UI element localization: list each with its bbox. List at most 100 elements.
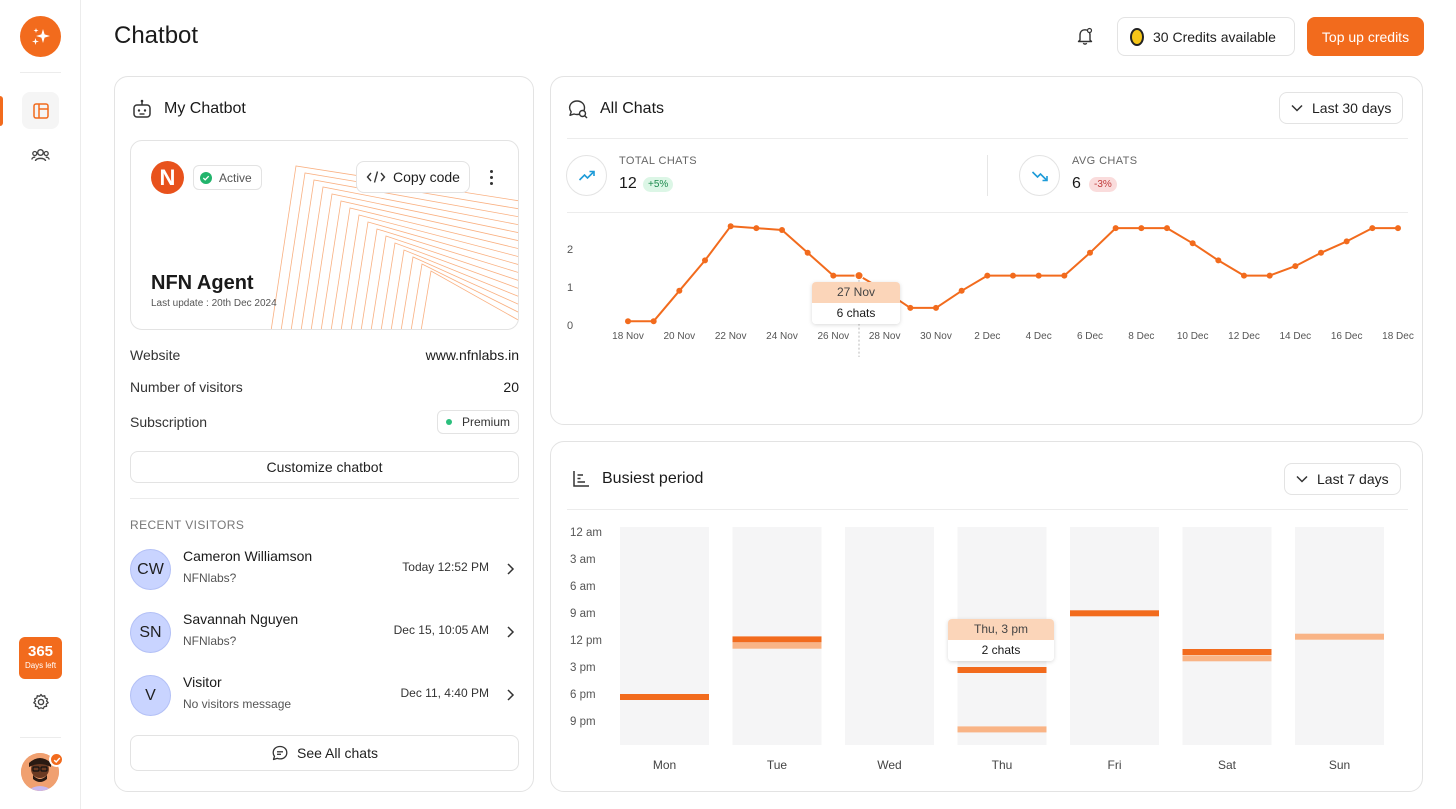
- website-value[interactable]: www.nfnlabs.in: [425, 347, 519, 363]
- data-point[interactable]: [1035, 272, 1042, 279]
- data-point[interactable]: [753, 225, 760, 232]
- data-point[interactable]: [804, 249, 811, 256]
- busy-slot[interactable]: [732, 642, 822, 649]
- data-point[interactable]: [1061, 272, 1068, 279]
- day-label: Fri: [1108, 758, 1122, 772]
- avg-chats-delta: -3%: [1089, 177, 1117, 192]
- day-column: [1070, 527, 1159, 745]
- see-all-chats-label: See All chats: [297, 745, 378, 761]
- notification-bell-icon[interactable]: [1074, 25, 1096, 47]
- subscription-label: Subscription: [130, 414, 208, 430]
- y-tick-label: 0: [567, 320, 573, 332]
- heatmap-tooltip: Thu, 3 pm 2 chats: [948, 619, 1054, 661]
- busy-slot[interactable]: [1295, 633, 1384, 640]
- data-point[interactable]: [1138, 225, 1145, 232]
- nav-dashboard[interactable]: [22, 92, 59, 129]
- data-point[interactable]: [625, 318, 631, 325]
- busy-slot[interactable]: [1182, 649, 1272, 655]
- data-point[interactable]: [1318, 249, 1324, 256]
- agent-hero-card: N Active Copy code NFN Agent Last update…: [130, 140, 519, 330]
- visitor-row[interactable]: CW Cameron Williamson NFNlabs? Today 12:…: [130, 548, 519, 590]
- visitor-name: Savannah Nguyen: [183, 611, 299, 627]
- hour-label: 12 am: [570, 527, 602, 539]
- sparkle-logo-icon[interactable]: [20, 16, 61, 57]
- robot-icon: [133, 99, 151, 118]
- trend-up-icon: [566, 155, 607, 196]
- busy-slot[interactable]: [620, 694, 709, 700]
- sidebar-divider: [20, 737, 61, 738]
- y-tick-label: 2: [567, 244, 573, 256]
- nav-users[interactable]: [22, 136, 59, 173]
- data-point[interactable]: [1266, 272, 1273, 279]
- avatar: [21, 753, 59, 791]
- visitor-name: Visitor: [183, 674, 222, 690]
- stat-divider: [987, 155, 988, 196]
- busiest-range-dropdown[interactable]: Last 7 days: [1284, 463, 1401, 495]
- days-left-count: 365: [27, 643, 54, 660]
- days-left-badge[interactable]: 365 Days left: [19, 637, 62, 679]
- data-point[interactable]: [1395, 225, 1401, 232]
- data-point[interactable]: [727, 223, 734, 230]
- busy-slot[interactable]: [1182, 655, 1272, 662]
- my-chatbot-title: My Chatbot: [164, 100, 246, 117]
- gear-icon: [32, 693, 49, 709]
- x-tick-label: 22 Nov: [715, 331, 747, 342]
- data-point[interactable]: [1112, 225, 1119, 232]
- x-tick-label: 4 Dec: [1026, 331, 1052, 342]
- data-point[interactable]: [1087, 249, 1093, 256]
- busy-slot[interactable]: [1070, 610, 1159, 617]
- user-avatar[interactable]: [21, 752, 64, 791]
- busiest-period-card: Busiest period Last 7 days Mon Tue Wed Thu F…: [550, 441, 1423, 792]
- visitor-avatar: CW: [130, 549, 171, 590]
- data-point[interactable]: [907, 304, 914, 311]
- data-point[interactable]: [1010, 272, 1016, 279]
- all-chats-range-label: Last 30 days: [1312, 100, 1392, 116]
- top-up-credits-button[interactable]: Top up credits: [1307, 17, 1424, 56]
- data-point[interactable]: [1241, 272, 1247, 279]
- more-options-icon[interactable]: [483, 166, 499, 188]
- all-chats-range-dropdown[interactable]: Last 30 days: [1279, 92, 1404, 124]
- data-point[interactable]: [1164, 225, 1170, 232]
- see-all-chats-button[interactable]: See All chats: [130, 735, 519, 771]
- visitor-row[interactable]: SN Savannah Nguyen NFNlabs? Dec 15, 10:0…: [130, 611, 519, 653]
- day-label: Sun: [1329, 758, 1350, 772]
- busiest-range-label: Last 7 days: [1317, 471, 1389, 487]
- days-left-label: Days left: [24, 661, 57, 670]
- data-point[interactable]: [702, 257, 708, 264]
- visitor-avatar: V: [130, 675, 171, 716]
- x-tick-label: 30 Nov: [920, 331, 952, 342]
- data-point[interactable]: [984, 272, 991, 279]
- bar-chart-icon: [573, 471, 589, 487]
- data-point[interactable]: [830, 272, 837, 279]
- data-point[interactable]: [1189, 240, 1196, 247]
- busy-slot[interactable]: [732, 636, 822, 643]
- chevron-right-icon: [507, 563, 515, 575]
- busy-slot[interactable]: [957, 667, 1047, 673]
- data-point[interactable]: [1215, 257, 1222, 264]
- subscription-row: Subscription Premium: [130, 410, 519, 434]
- credits-indicator[interactable]: 30 Credits available: [1117, 17, 1295, 56]
- data-point[interactable]: [650, 318, 657, 325]
- busiest-period-heading: Busiest period: [571, 469, 703, 489]
- busy-slot[interactable]: [957, 726, 1047, 733]
- data-point[interactable]: [933, 304, 939, 311]
- x-tick-label: 20 Nov: [663, 331, 695, 342]
- data-point[interactable]: [1369, 225, 1376, 232]
- customize-chatbot-button[interactable]: Customize chatbot: [130, 451, 519, 483]
- y-tick-label: 3: [567, 217, 573, 218]
- data-point[interactable]: [854, 271, 864, 281]
- copy-code-button[interactable]: Copy code: [356, 161, 470, 193]
- hour-label: 12 pm: [570, 635, 602, 647]
- visitor-message: NFNlabs?: [183, 571, 237, 585]
- data-point[interactable]: [676, 287, 683, 294]
- data-point[interactable]: [1343, 238, 1350, 245]
- data-point[interactable]: [958, 287, 965, 294]
- section-divider: [567, 212, 1408, 213]
- copy-code-label: Copy code: [393, 169, 460, 185]
- data-point[interactable]: [779, 227, 785, 233]
- data-point[interactable]: [1292, 263, 1299, 270]
- visitor-row[interactable]: V Visitor No visitors message Dec 11, 4:…: [130, 674, 519, 716]
- nav-settings[interactable]: [22, 683, 59, 720]
- visitor-message: NFNlabs?: [183, 634, 237, 648]
